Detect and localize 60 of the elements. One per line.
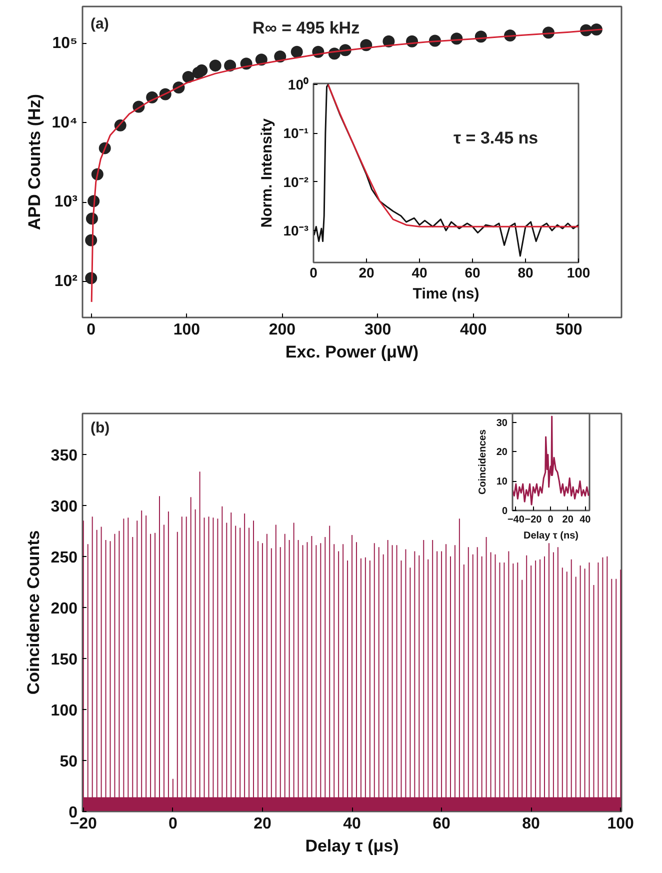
x-tick-label: 100: [566, 264, 590, 280]
x-tick-label: 300: [364, 322, 392, 338]
y-tick-label: 150: [50, 651, 78, 668]
x-tick-label: 40: [412, 264, 428, 280]
x-tick-label: 80: [522, 816, 540, 832]
annotation: τ = 3.45 ns: [454, 128, 538, 148]
y-tick-label: 10³: [54, 194, 78, 211]
y-tick-label: 10⁻²: [283, 174, 309, 190]
y-tick-label: 20: [496, 447, 508, 458]
y-tick-label: 200: [50, 600, 78, 618]
point: [182, 71, 194, 83]
x-tick-label: 200: [268, 322, 296, 338]
x-tick-label: 60: [464, 264, 480, 280]
x-tick-label: 100: [173, 322, 200, 338]
annotation: (a): [90, 16, 109, 32]
y-tick-label: 250: [50, 549, 78, 566]
y-axis-title: Norm. Intensity: [258, 118, 276, 228]
y-tick-label: 0: [502, 506, 508, 517]
line-series: [512, 416, 590, 506]
annotation: (b): [90, 420, 110, 436]
y-tick-label: 10⁻³: [283, 222, 309, 239]
x-tick-label: 20: [254, 816, 272, 832]
x-tick-label: 500: [556, 322, 582, 338]
y-tick-label: 350: [50, 447, 78, 464]
x-axis-title: Delay τ (μs): [305, 836, 399, 856]
y-tick-label: 30: [496, 418, 508, 429]
x-tick-label: 80: [518, 264, 534, 280]
x-axis-title: Delay τ (ns): [523, 530, 579, 542]
point: [290, 46, 303, 58]
y-axis-title: APD Counts (Hz): [24, 94, 44, 230]
y-tick-label: 10⁰: [288, 76, 309, 93]
line-series: [314, 84, 578, 257]
annotation: R∞ = 495 kHz: [252, 18, 360, 38]
point: [224, 60, 236, 72]
point: [196, 64, 208, 76]
x-tick-label: 20: [358, 264, 374, 280]
x-tick-label: 0: [168, 816, 178, 832]
y-tick-label: 50: [60, 753, 78, 770]
y-tick-label: 10²: [54, 272, 78, 290]
x-tick-label: 0: [86, 322, 96, 338]
x-axis-title: Time (ns): [412, 286, 480, 302]
x-tick-label: 100: [607, 816, 634, 832]
x-tick-label: 20: [562, 514, 574, 526]
x-tick-label: 400: [460, 322, 487, 338]
x-tick-label: −20: [524, 514, 542, 526]
y-tick-label: 10: [496, 476, 508, 488]
y-axis-title: Coincidence Counts: [24, 530, 43, 695]
y-tick-label: 10⁵: [52, 35, 78, 52]
x-tick-label: −40: [507, 514, 525, 526]
y-tick-label: 10⁻¹: [283, 125, 309, 142]
y-tick-label: 100: [50, 702, 78, 720]
x-tick-label: 40: [343, 816, 361, 832]
x-axis-title: Exc. Power (μW): [285, 342, 419, 362]
x-tick-label: 0: [548, 514, 554, 526]
y-tick-label: 10⁴: [52, 114, 78, 132]
x-tick-label: 40: [580, 514, 592, 526]
x-tick-label: 60: [432, 816, 451, 832]
point: [209, 60, 222, 72]
y-axis-title: Coincidences: [477, 429, 488, 495]
line-series: [327, 84, 578, 228]
